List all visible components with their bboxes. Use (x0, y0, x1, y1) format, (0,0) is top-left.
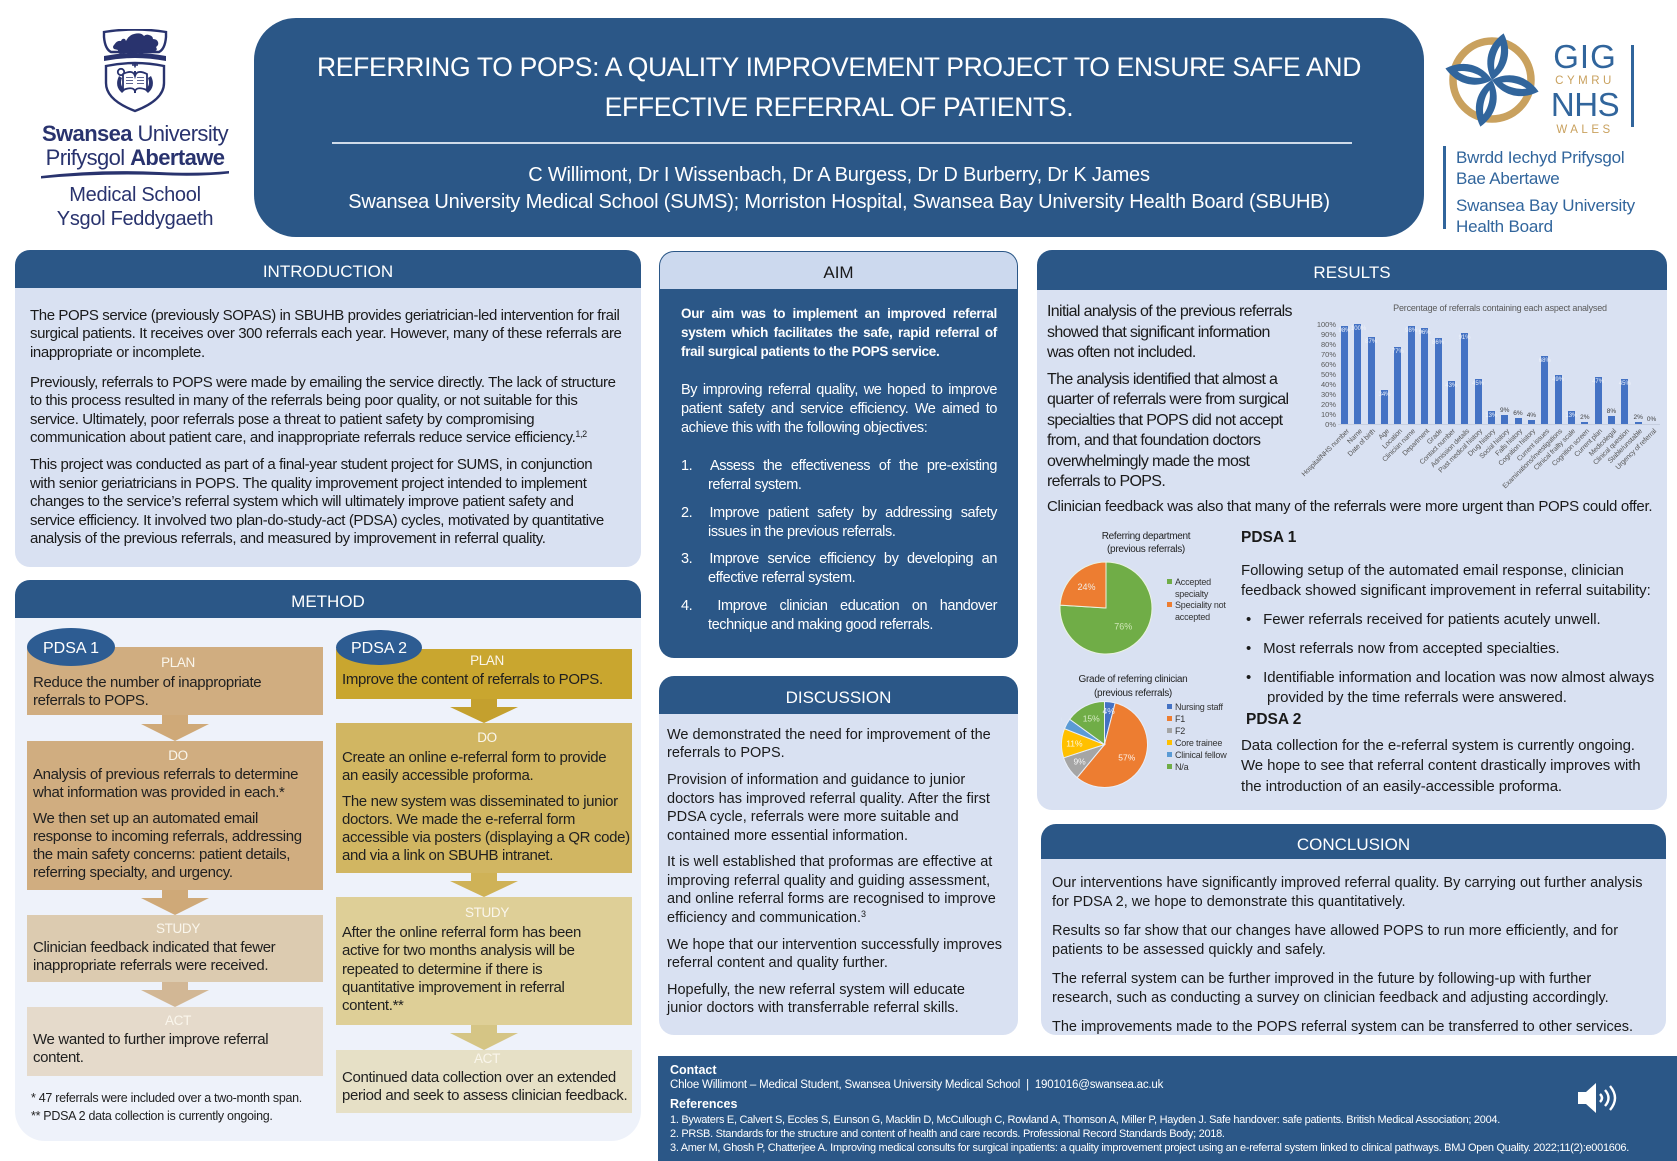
svg-text:76%: 76% (1114, 621, 1132, 631)
svg-text:11%: 11% (1066, 739, 1083, 749)
svg-text:57%: 57% (1118, 752, 1135, 762)
svg-text:24%: 24% (1077, 582, 1095, 592)
svg-text:15%: 15% (1083, 713, 1100, 723)
svg-text:4%: 4% (1103, 706, 1116, 716)
svg-text:9%: 9% (1073, 756, 1086, 766)
svg-text:4%: 4% (1061, 713, 1063, 723)
